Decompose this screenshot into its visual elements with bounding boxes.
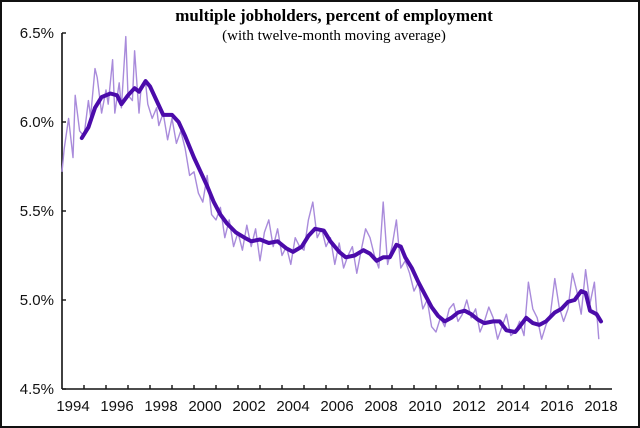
y-tick-label: 5.0%	[20, 292, 54, 309]
x-tick-label: 2018	[584, 398, 617, 415]
x-tick-label: 2014	[496, 398, 529, 415]
y-tick-label: 4.5%	[20, 381, 54, 398]
x-tick-label: 2016	[540, 398, 573, 415]
moving-average-line	[79, 79, 603, 334]
monthly-series-line	[61, 35, 600, 340]
x-tick-label: 1994	[56, 398, 89, 415]
y-axis: 4.5% 5.0% 5.5% 6.0% 6.5%	[20, 25, 66, 398]
chart-subtitle: (with twelve-month moving average)	[222, 28, 446, 44]
x-tick-label: 2008	[364, 398, 397, 415]
chart-title: multiple jobholders, percent of employme…	[175, 6, 493, 25]
x-tick-label: 2006	[320, 398, 353, 415]
x-tick-label: 2004	[276, 398, 309, 415]
y-tick-label: 5.5%	[20, 203, 54, 220]
x-axis: 1994 1996 1998 2000 2002 2004 2006 2008 2010 2012…	[56, 385, 618, 415]
x-tick-label: 1996	[100, 398, 133, 415]
x-tick-label: 1998	[144, 398, 177, 415]
x-tick-label: 2000	[188, 398, 221, 415]
y-tick-label: 6.5%	[20, 25, 54, 42]
x-tick-label: 2010	[408, 398, 441, 415]
y-tick-label: 6.0%	[20, 114, 54, 131]
x-tick-label: 2012	[452, 398, 485, 415]
x-tick-label: 2002	[232, 398, 265, 415]
